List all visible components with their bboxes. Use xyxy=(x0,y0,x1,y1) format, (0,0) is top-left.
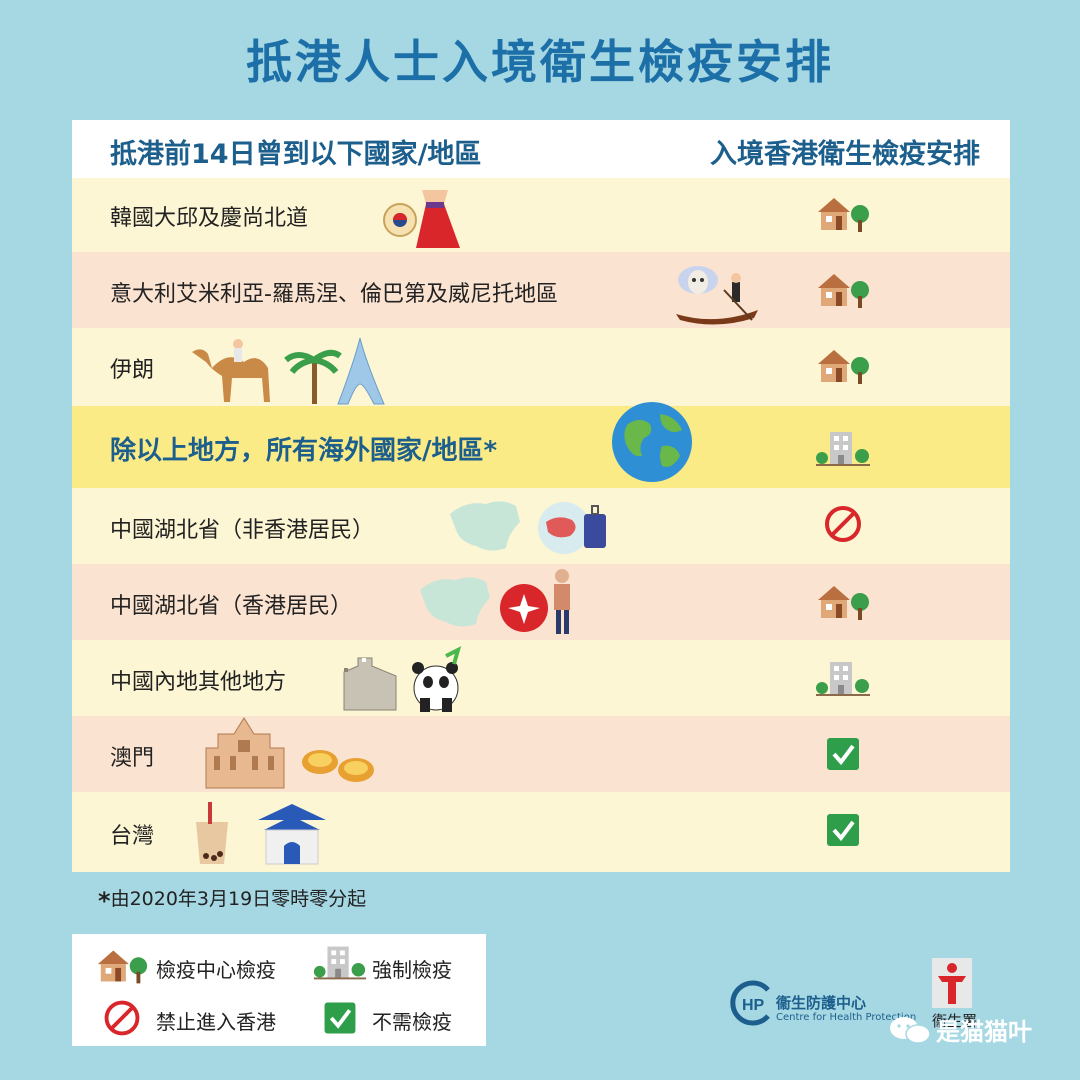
page-title: 抵港人士入境衛生檢疫安排 xyxy=(246,35,834,89)
compulsory-quarantine-icon xyxy=(816,662,870,696)
footnote-text: 由2020年3月19日零時零分起 xyxy=(110,888,367,910)
great-wall-panda-illustration xyxy=(343,646,462,712)
compulsory-quarantine-icon xyxy=(313,946,367,980)
wechat-icon xyxy=(890,1017,931,1044)
legend-home-label: 檢疫中心檢疫 xyxy=(156,958,276,982)
table-row-mainland-other: 中國內地其他地方 xyxy=(72,640,1010,716)
no-quarantine-icon xyxy=(324,1002,356,1034)
no-quarantine-icon xyxy=(827,814,859,846)
legend-compulsory-label: 強制檢疫 xyxy=(372,958,452,982)
table-row-taiwan: 台灣 xyxy=(72,792,1010,872)
table-row-hubei-resident: 中國湖北省（香港居民） xyxy=(72,564,1010,640)
legend-none-label: 不需檢疫 xyxy=(372,1010,452,1034)
svg-text:HP: HP xyxy=(742,997,765,1014)
table-row-korea: 韓國大邱及慶尚北道 xyxy=(72,178,1010,252)
venice-gondola-illustration xyxy=(676,266,758,325)
home-quarantine-icon xyxy=(818,274,869,308)
row-label: 澳門 xyxy=(110,746,155,771)
department-of-health-logo-icon xyxy=(932,958,972,1008)
chp-logo-icon: HP xyxy=(730,980,770,1026)
table-header: 抵港前14日曾到以下國家/地區 入境香港衛生檢疫安排 xyxy=(72,120,1010,178)
row-label: 除以上地方，所有海外國家/地區* xyxy=(110,436,498,466)
bubble-tea-memorial-illustration xyxy=(196,802,326,865)
legend-prohibited-label: 禁止進入香港 xyxy=(156,1010,276,1034)
home-quarantine-icon xyxy=(818,586,869,620)
row-label: 中國湖北省（香港居民） xyxy=(110,594,353,619)
ruins-egg-tart-illustration xyxy=(205,717,374,789)
legend: 檢疫中心檢疫 強制檢疫 禁止進入香港 不需檢疫 xyxy=(72,934,486,1046)
header-arrangement: 入境香港衛生檢疫安排 xyxy=(710,139,980,170)
row-label: 意大利艾米利亞-羅馬涅、倫巴第及威尼托地區 xyxy=(110,282,558,307)
table-row-hubei-non-resident: 中國湖北省（非香港居民） xyxy=(72,488,1010,564)
entry-prohibited-icon xyxy=(104,1000,140,1036)
table-row-italy: 意大利艾米利亞-羅馬涅、倫巴第及威尼托地區 xyxy=(72,252,1010,328)
home-quarantine-icon xyxy=(818,198,869,232)
row-label: 台灣 xyxy=(110,824,155,849)
globe-illustration xyxy=(612,402,692,482)
footnote: *由2020年3月19日零時零分起 xyxy=(98,884,366,915)
quarantine-table: 抵港前14日曾到以下國家/地區 入境香港衛生檢疫安排 韓國大邱及慶尚北道 意大利… xyxy=(72,120,1010,872)
china-map-luggage-illustration xyxy=(450,501,606,554)
chp-title: 衞生防護中心 xyxy=(776,994,867,1012)
row-label: 韓國大邱及慶尚北道 xyxy=(110,206,309,231)
camel-palm-tower-illustration xyxy=(192,337,385,405)
home-quarantine-icon xyxy=(818,350,869,384)
header-countries: 抵港前14日曾到以下國家/地區 xyxy=(110,139,482,170)
hk-flag-traveller-illustration xyxy=(420,569,570,634)
table-row-overseas: 除以上地方，所有海外國家/地區* xyxy=(72,402,1010,488)
footnote-star: * xyxy=(98,887,111,915)
watermark-text: 是猫猫叶 xyxy=(936,1018,1032,1046)
chp-subtitle: Centre for Health Protection xyxy=(776,1012,917,1023)
table-row-macau: 澳門 xyxy=(72,716,1010,792)
row-label: 伊朗 xyxy=(110,358,155,383)
department-of-health-label: 衞生署 xyxy=(932,1012,978,1030)
compulsory-quarantine-icon xyxy=(816,432,870,466)
row-label: 中國內地其他地方 xyxy=(110,670,287,695)
no-quarantine-icon xyxy=(827,738,859,770)
hanbok-illustration xyxy=(383,190,460,248)
home-quarantine-icon xyxy=(97,950,148,984)
table-row-iran: 伊朗 xyxy=(72,328,1010,406)
entry-prohibited-icon xyxy=(825,506,861,542)
row-label: 中國湖北省（非香港居民） xyxy=(110,518,375,543)
